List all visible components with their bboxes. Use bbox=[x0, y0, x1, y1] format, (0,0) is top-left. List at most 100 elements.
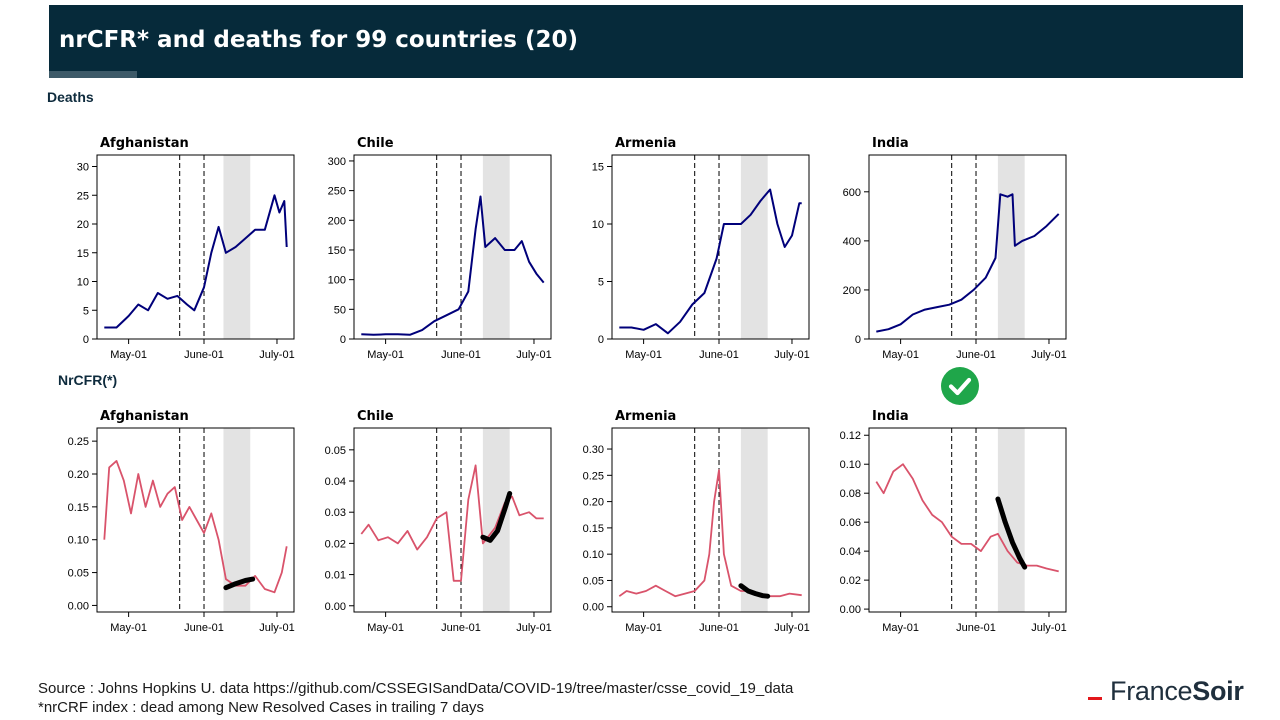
title-accent-bar bbox=[49, 71, 137, 78]
x-tick-label: May-01 bbox=[625, 622, 662, 634]
x-tick-label: July-01 bbox=[516, 622, 551, 634]
x-tick-label: July-01 bbox=[259, 349, 294, 361]
fit-line bbox=[738, 583, 771, 599]
y-tick-label: 0.20 bbox=[68, 469, 89, 481]
logo-dash-icon bbox=[1088, 697, 1102, 701]
y-tick-label: 0.03 bbox=[325, 507, 346, 519]
y-tick-label: 200 bbox=[843, 285, 861, 297]
x-tick-label: June-01 bbox=[184, 349, 224, 361]
chart-title: Chile bbox=[357, 409, 394, 424]
y-tick-label: 0.15 bbox=[68, 502, 89, 514]
y-tick-label: 5 bbox=[598, 277, 604, 289]
y-tick-label: 0.20 bbox=[583, 497, 604, 509]
x-tick-label: June-01 bbox=[956, 622, 996, 634]
source-note: Source : Johns Hopkins U. data https://g… bbox=[38, 680, 794, 697]
plot-frame bbox=[868, 427, 1067, 613]
x-tick-label: June-01 bbox=[699, 349, 739, 361]
chart-title: Afghanistan bbox=[100, 409, 189, 424]
x-tick-label: June-01 bbox=[441, 349, 481, 361]
plot-frame bbox=[611, 154, 810, 340]
y-tick-label: 5 bbox=[83, 305, 89, 317]
nrcfr-footnote: *nrCRF index : dead among New Resolved C… bbox=[38, 699, 485, 716]
x-tick-label: May-01 bbox=[367, 349, 404, 361]
chart-deaths-afghanistan: Afghanistan 0 5 10 15 20 25 30 May-01 June-01 July… bbox=[77, 136, 295, 361]
y-tick-label: 0.10 bbox=[840, 459, 861, 471]
x-tick-label: May-01 bbox=[110, 349, 147, 361]
x-tick-label: May-01 bbox=[110, 622, 147, 634]
x-tick-label: June-01 bbox=[441, 622, 481, 634]
shade-window bbox=[482, 428, 510, 612]
shade-window bbox=[740, 155, 768, 339]
x-tick-label: July-01 bbox=[1031, 349, 1066, 361]
y-tick-label: 200 bbox=[328, 215, 346, 227]
logo-part-france: France bbox=[1110, 676, 1193, 706]
chart-title: Armenia bbox=[615, 409, 676, 424]
plot-frame bbox=[611, 427, 810, 613]
y-tick-label: 0.02 bbox=[840, 575, 861, 587]
y-tick-label: 0.30 bbox=[583, 444, 604, 456]
y-tick-label: 0.00 bbox=[583, 602, 604, 614]
checkmark-icon bbox=[941, 367, 979, 405]
y-tick-label: 0.25 bbox=[583, 470, 604, 482]
y-tick-label: 20 bbox=[77, 219, 89, 231]
x-tick-label: July-01 bbox=[516, 349, 551, 361]
deaths-section-label: Deaths bbox=[47, 89, 94, 105]
plot-frame bbox=[96, 154, 295, 340]
chart-title: Armenia bbox=[615, 136, 676, 151]
x-tick-label: May-01 bbox=[625, 349, 662, 361]
x-tick-label: June-01 bbox=[956, 349, 996, 361]
chart-title: India bbox=[872, 409, 909, 424]
chart-nrcfr-afghanistan: Afghanistan 0.00 0.05 0.10 0.15 0.20 0.25 May-0… bbox=[68, 409, 295, 634]
y-tick-label: 30 bbox=[77, 162, 89, 174]
series-line bbox=[361, 195, 545, 336]
x-tick-label: May-01 bbox=[882, 349, 919, 361]
y-tick-label: 0.06 bbox=[840, 517, 861, 529]
plot-frame bbox=[96, 427, 295, 613]
y-tick-label: 0.08 bbox=[840, 488, 861, 500]
page-title: nrCFR* and deaths for 99 countries (20) bbox=[59, 27, 578, 53]
x-tick-label: July-01 bbox=[774, 349, 809, 361]
y-tick-label: 0.00 bbox=[840, 604, 861, 616]
x-tick-label: July-01 bbox=[1031, 622, 1066, 634]
shade-window bbox=[997, 155, 1025, 339]
y-tick-label: 0.05 bbox=[68, 568, 89, 580]
series-line bbox=[619, 188, 802, 335]
y-tick-label: 100 bbox=[328, 275, 346, 287]
series-line bbox=[103, 459, 288, 594]
chart-deaths-armenia: Armenia 0 5 10 15 May-01 June-01 July-01 bbox=[592, 136, 810, 361]
fit-line bbox=[223, 576, 256, 591]
y-tick-label: 0.10 bbox=[583, 549, 604, 561]
y-tick-label: 250 bbox=[328, 186, 346, 198]
plot-frame bbox=[868, 154, 1067, 340]
y-tick-label: 50 bbox=[334, 304, 346, 316]
chart-nrcfr-india: India 0.00 0.02 0.04 0.06 0.08 0.10 0.12 May-01 J… bbox=[840, 409, 1067, 634]
fit-line bbox=[480, 491, 513, 543]
series-line bbox=[618, 469, 802, 598]
plot-frame bbox=[353, 154, 552, 340]
y-tick-label: 0.00 bbox=[68, 600, 89, 612]
shade-window bbox=[740, 428, 768, 612]
y-tick-label: 0.10 bbox=[68, 535, 89, 547]
x-tick-label: May-01 bbox=[367, 622, 404, 634]
chart-deaths-india: India 0 200 400 600 May-01 June-01 July-01 bbox=[843, 136, 1067, 361]
francesoir-logo: FranceSoir bbox=[1088, 676, 1244, 707]
x-tick-label: July-01 bbox=[774, 622, 809, 634]
y-tick-label: 15 bbox=[592, 162, 604, 174]
plot-frame bbox=[353, 427, 552, 613]
nrcfr-section-label: NrCFR(*) bbox=[58, 372, 118, 388]
title-banner: nrCFR* and deaths for 99 countries (20) bbox=[49, 5, 1243, 78]
y-tick-label: 0.00 bbox=[325, 601, 346, 613]
y-tick-label: 10 bbox=[77, 277, 89, 289]
y-tick-label: 0.01 bbox=[325, 570, 346, 582]
chart-nrcfr-chile: Chile 0.00 0.01 0.02 0.03 0.04 0.05 May-01 June-… bbox=[325, 409, 552, 634]
y-tick-label: 0.12 bbox=[840, 430, 861, 442]
y-tick-label: 0 bbox=[598, 334, 604, 346]
y-tick-label: 0.05 bbox=[325, 445, 346, 457]
series-line bbox=[876, 193, 1060, 333]
chart-deaths-chile: Chile 0 50 100 150 200 250 300 May-01 June-01 July… bbox=[328, 136, 552, 361]
y-tick-label: 400 bbox=[843, 236, 861, 248]
shade-window bbox=[482, 155, 510, 339]
y-tick-label: 25 bbox=[77, 190, 89, 202]
chart-title: Chile bbox=[357, 136, 394, 151]
